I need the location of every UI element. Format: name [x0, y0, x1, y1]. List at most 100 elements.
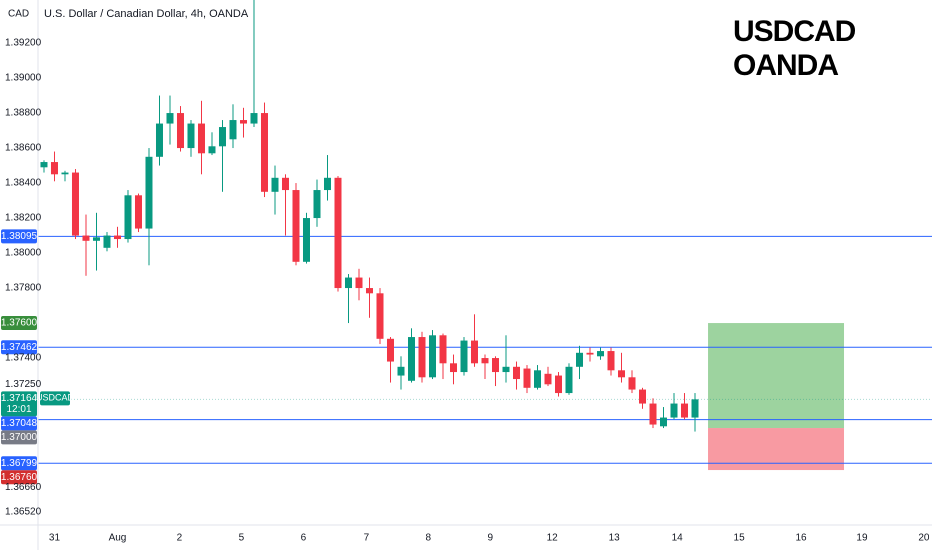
candle-body: [208, 146, 216, 154]
x-tick-label: Aug: [109, 533, 127, 544]
candle-body: [82, 235, 90, 241]
symbol-title: U.S. Dollar / Canadian Dollar, 4h, OANDA: [44, 8, 249, 20]
candle-body: [365, 288, 373, 294]
x-tick-label: 12: [547, 533, 559, 544]
y-tick-label: 1.39200: [5, 38, 42, 49]
price-tag: [1, 316, 37, 331]
candle-body: [260, 113, 268, 192]
candle-body: [92, 237, 100, 241]
candle-body: [376, 293, 384, 339]
x-tick-label: 13: [609, 533, 621, 544]
candle-body: [166, 113, 174, 124]
y-tick-label: 1.36660: [5, 482, 42, 493]
candle-body: [40, 162, 48, 168]
candle-body: [134, 195, 142, 229]
y-tick-label: 1.38000: [5, 248, 42, 259]
candle-body: [407, 337, 415, 381]
x-tick-label: 7: [364, 533, 370, 544]
price-tag: [1, 340, 37, 355]
candle-body: [470, 340, 478, 364]
candle-body: [576, 352, 584, 367]
y-tick-label: 1.38400: [5, 178, 42, 189]
price-tag-label: 1.38095: [1, 231, 38, 242]
candle-body: [523, 368, 531, 388]
candle-body: [460, 340, 468, 373]
x-tick-label: 20: [918, 533, 930, 544]
y-tick-label: 1.37250: [5, 379, 42, 390]
candle-body: [481, 358, 489, 364]
candle-body: [660, 417, 668, 427]
candle-body: [218, 127, 226, 147]
candle-body: [534, 370, 542, 388]
candle-body: [639, 389, 647, 404]
symbol-tag-label: USDCAD: [36, 393, 75, 403]
candle-body: [555, 375, 563, 394]
candle-body: [428, 335, 436, 378]
candle-body: [334, 177, 342, 289]
watermark: OANDA: [733, 49, 838, 82]
y-tick-label: 1.36520: [5, 507, 42, 518]
x-tick-label: 14: [672, 533, 684, 544]
candle-body: [628, 377, 636, 390]
candle-body: [502, 366, 510, 373]
price-tag-label: 1.37462: [1, 342, 38, 353]
candle-body: [439, 335, 447, 364]
candle-body: [565, 366, 573, 394]
x-tick-label: 5: [239, 533, 245, 544]
candle-body: [691, 399, 699, 418]
candle-body: [513, 366, 521, 380]
price-tag: [1, 416, 37, 431]
x-tick-label: 6: [301, 533, 307, 544]
candle-body: [155, 123, 163, 157]
symbol-tag: [40, 391, 70, 406]
candle-body: [113, 235, 121, 240]
candle-body: [103, 235, 111, 248]
candle-body: [187, 123, 195, 149]
candle-body: [229, 120, 237, 140]
y-tick-label: 1.38200: [5, 213, 42, 224]
y-tick-label: 1.37400: [5, 353, 42, 364]
price-tag-label: 1.37048: [1, 418, 38, 429]
currency-label: CAD: [8, 9, 29, 20]
candle-body: [386, 338, 394, 362]
candle-body: [145, 156, 153, 229]
candle-body: [71, 172, 79, 236]
candle-body: [492, 358, 500, 373]
price-tag: [1, 430, 37, 445]
candle-body: [239, 120, 247, 124]
price-tag: [1, 391, 37, 417]
y-tick-label: 1.37800: [5, 283, 42, 294]
x-tick-label: 8: [426, 533, 432, 544]
candle-body: [281, 177, 289, 191]
candle-body: [355, 277, 363, 289]
candle-body: [292, 190, 300, 262]
candle-body: [250, 113, 258, 124]
y-tick-label: 1.39000: [5, 73, 42, 84]
candle-body: [271, 177, 279, 192]
candle-body: [449, 363, 457, 373]
watermark: USDCAD: [733, 15, 856, 48]
candle-body: [302, 218, 310, 262]
candle-body: [323, 177, 331, 191]
x-tick-label: 19: [856, 533, 868, 544]
x-tick-label: 31: [49, 533, 61, 544]
plot-area: [38, 0, 932, 471]
candle-body: [649, 403, 657, 425]
loss-zone: [708, 428, 845, 471]
x-tick-label: 16: [795, 533, 807, 544]
candle-body: [670, 403, 678, 418]
candle-body: [418, 337, 426, 378]
y-tick-label: 1.38800: [5, 108, 42, 119]
price-tag: [1, 229, 37, 244]
candle-body: [607, 351, 615, 371]
candle-body: [61, 172, 69, 175]
price-tag-label: 1.37600: [1, 318, 38, 329]
candle-body: [597, 351, 605, 357]
y-tick-label: 1.38600: [5, 143, 42, 154]
candle-body: [176, 113, 184, 149]
price-tag-label: 1.36760: [1, 472, 38, 483]
price-tag: [1, 470, 37, 485]
candle-body: [544, 373, 552, 385]
